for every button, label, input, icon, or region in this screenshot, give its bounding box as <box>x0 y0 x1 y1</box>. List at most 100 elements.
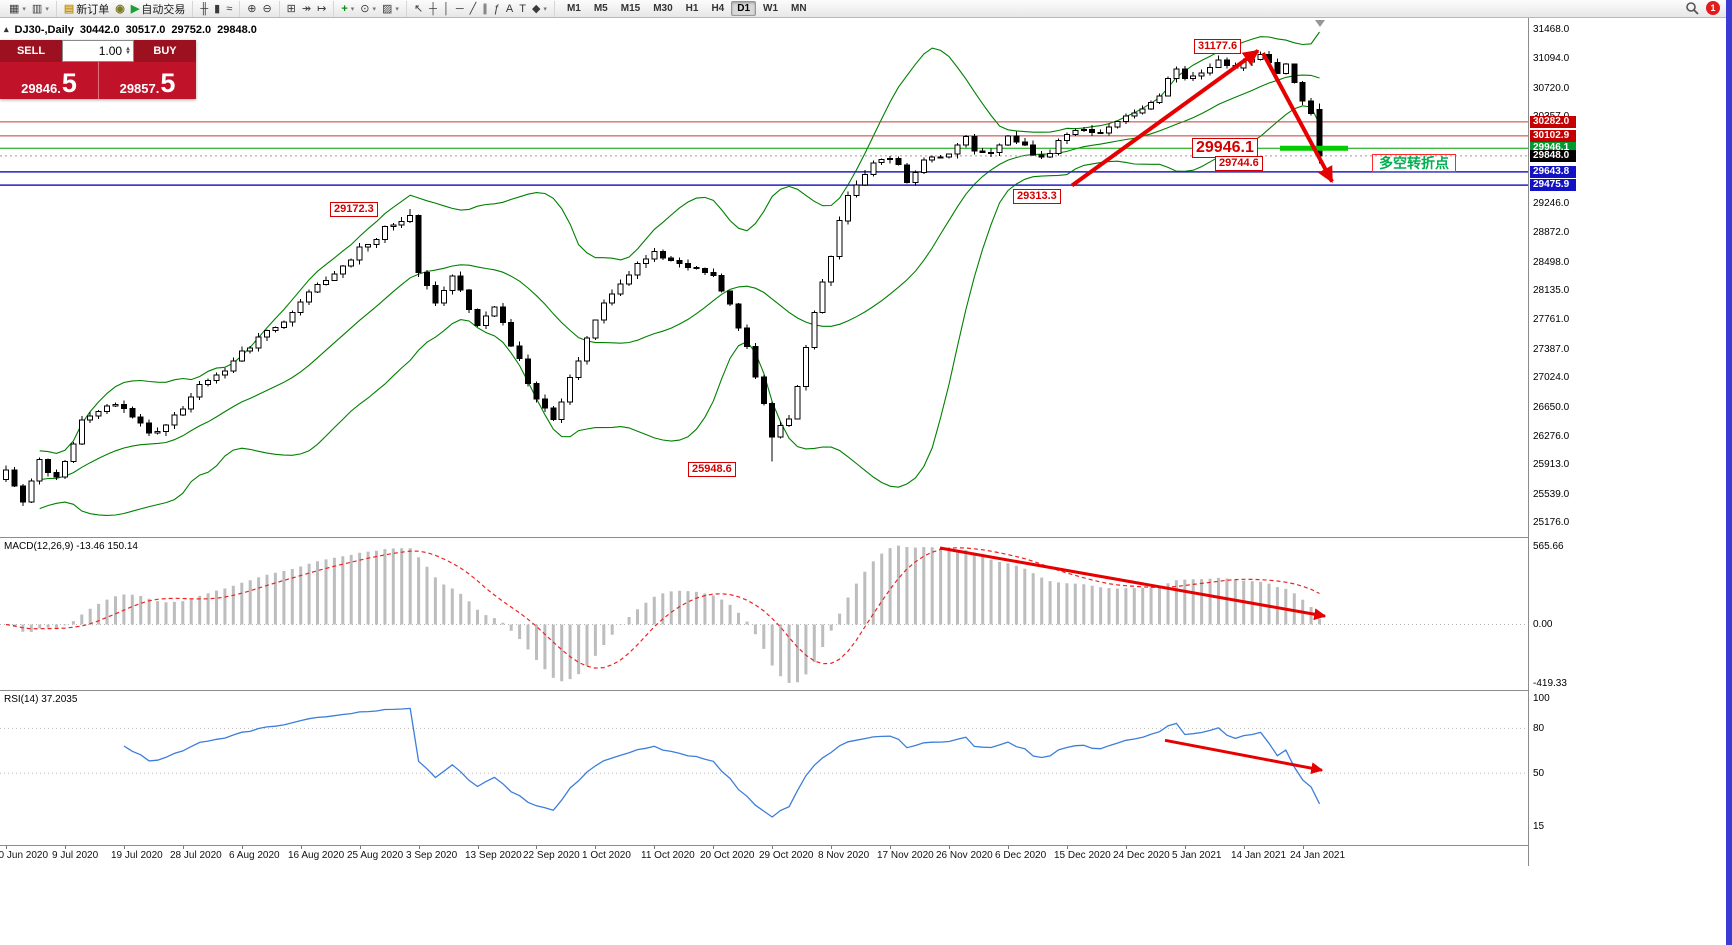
price-annotation-label[interactable]: 29946.1 <box>1192 138 1258 158</box>
shapes-icon[interactable]: ◆ ▾ <box>529 1 550 17</box>
auto-trading-button: ▶ <box>130 2 140 15</box>
tile-windows-icon[interactable]: ⊞ <box>284 1 299 17</box>
date-axis-tick <box>949 846 950 849</box>
horizontal-line-icon: ─ <box>455 2 464 15</box>
volume-value: 1.00 <box>98 44 123 58</box>
date-axis-tick <box>1185 846 1186 849</box>
zoom-out-icon[interactable]: ⊖ <box>259 1 274 17</box>
date-axis-tick <box>242 846 243 849</box>
price-annotation-label[interactable]: 29172.3 <box>330 202 378 217</box>
macd-axis-tick: 565.66 <box>1533 541 1564 552</box>
price-big-digit: 5 <box>160 68 176 99</box>
price-annotation-label[interactable]: 29744.6 <box>1215 156 1263 171</box>
search-icon[interactable] <box>1685 1 1699 15</box>
vertical-line-icon[interactable]: │ <box>440 1 453 17</box>
auto-scroll-icon[interactable]: ↠ <box>299 1 314 17</box>
timeframe-d1[interactable]: D1 <box>731 1 757 16</box>
notification-badge[interactable]: 1 <box>1706 1 1720 15</box>
new-order-button[interactable]: ▤ 新订单 <box>61 1 112 17</box>
main-chart-canvas[interactable] <box>0 18 1528 537</box>
periods-clock-icon[interactable]: ⊙ ▾ <box>357 1 379 17</box>
turning-point-text[interactable]: 多空转折点 <box>1372 154 1456 172</box>
main-chart-panel[interactable]: ▴ DJ30-,Daily 30442.0 30517.0 29752.0 29… <box>0 18 1528 537</box>
alerts-icon[interactable]: ◉ <box>112 1 128 17</box>
volume-spinner[interactable]: ▲ ▼ <box>125 46 131 56</box>
periods-clock-icon: ⊙ <box>360 2 370 15</box>
crosshair-icon[interactable]: ┼ <box>426 1 440 17</box>
rsi-canvas[interactable] <box>0 691 1528 845</box>
auto-trading-button[interactable]: ▶ 自动交易 <box>128 1 188 17</box>
timeframe-mn[interactable]: MN <box>791 3 807 14</box>
cursor-icon: ↖ <box>413 2 424 15</box>
date-axis-tick <box>419 846 420 849</box>
chart-shift-icon[interactable]: ↦ <box>314 1 329 17</box>
sell-price[interactable]: 29846. 5 <box>0 62 98 99</box>
cursor-icon[interactable]: ↖ <box>411 1 426 17</box>
panel-separator[interactable] <box>0 537 1726 538</box>
price-axis-tick: 25176.0 <box>1533 517 1570 528</box>
timeframe-h4[interactable]: H4 <box>711 3 725 14</box>
line-chart-icon[interactable]: ≈ <box>223 1 235 17</box>
buy-button[interactable]: BUY <box>134 40 196 62</box>
date-label: 20 Oct 2020 <box>700 850 755 861</box>
timeframe-w1[interactable]: W1 <box>763 3 779 14</box>
one-click-trading-panel: SELL 1.00 ▲ ▼ BUY 29846. 5 29857. 5 <box>0 40 196 99</box>
buy-price[interactable]: 29857. 5 <box>98 62 196 99</box>
one-click-toggle[interactable]: ▴ <box>4 24 9 34</box>
text-icon[interactable]: A <box>503 1 516 17</box>
price-axis[interactable]: 31468.031094.030720.030357.029983.029609… <box>1528 18 1726 866</box>
dropdown-arrow-icon: ▾ <box>350 5 355 13</box>
fibonacci-icon[interactable]: ƒ <box>491 1 503 17</box>
rsi-axis-tick: 50 <box>1533 768 1545 779</box>
indicators-add-icon[interactable]: + ▾ <box>338 1 357 17</box>
spinner-down-icon[interactable]: ▼ <box>125 50 131 56</box>
chart-profiles-icon[interactable]: ▥ ▾ <box>29 1 52 17</box>
bollinger-lower-band <box>39 105 1320 516</box>
price-annotation-label[interactable]: 25948.6 <box>688 462 736 477</box>
date-label: 15 Dec 2020 <box>1054 850 1111 861</box>
new-chart-icon: ▦ <box>9 2 20 15</box>
rsi-label: RSI(14) 37.2035 <box>4 694 78 705</box>
price-big-digit: 5 <box>61 68 77 99</box>
horizontal-line-icon[interactable]: ─ <box>453 1 467 17</box>
candlestick-chart-icon[interactable]: ▮ <box>211 1 223 17</box>
channel-icon[interactable]: ∥ <box>479 1 491 17</box>
timeframe-m15[interactable]: M15 <box>620 3 641 14</box>
rsi-axis-tick: 15 <box>1533 821 1545 832</box>
templates-icon[interactable]: ▨ ▾ <box>379 1 402 17</box>
ohlc-low: 29752.0 <box>171 24 212 36</box>
panel-separator[interactable] <box>0 690 1726 691</box>
toolbar-group: ↖ ┼ │ ─ ╱ ∥ ƒ A T ◆ ▾ <box>407 0 555 17</box>
timeframe-m5[interactable]: M5 <box>593 3 608 14</box>
price-axis-tick: 28135.0 <box>1533 285 1570 296</box>
date-axis-tick <box>183 846 184 849</box>
timeframe-m1[interactable]: M1 <box>566 3 581 14</box>
trendline-icon[interactable]: ╱ <box>467 1 480 17</box>
trend-arrow-down[interactable] <box>1261 52 1334 184</box>
price-annotation-label[interactable]: 31177.6 <box>1194 39 1242 54</box>
volume-input[interactable]: 1.00 ▲ ▼ <box>62 40 134 62</box>
trend-arrow-up[interactable] <box>1070 49 1260 188</box>
macd-trend-arrow[interactable] <box>939 546 1327 621</box>
timeframe-m30[interactable]: M30 <box>653 3 673 14</box>
rsi-trend-arrow[interactable] <box>1164 738 1324 775</box>
label-icon[interactable]: T <box>516 1 529 17</box>
timeframe-h1[interactable]: H1 <box>685 3 699 14</box>
date-axis-tick <box>478 846 479 849</box>
date-label: 13 Sep 2020 <box>465 850 522 861</box>
date-label: 11 Oct 2020 <box>641 850 695 861</box>
spinner-up-icon[interactable]: ▲ <box>125 46 131 52</box>
new-chart-icon[interactable]: ▦ ▾ <box>6 1 29 17</box>
bar-chart-icon[interactable]: ╫ <box>197 1 211 17</box>
price-annotation-label[interactable]: 29313.3 <box>1013 189 1061 204</box>
channel-icon: ∥ <box>482 2 488 15</box>
macd-panel[interactable]: MACD(12,26,9) -13.46 150.14 <box>0 538 1528 690</box>
zoom-in-icon[interactable]: ⊕ <box>244 1 259 17</box>
rsi-line <box>123 707 1321 818</box>
rsi-panel[interactable]: RSI(14) 37.2035 <box>0 691 1528 845</box>
sell-button[interactable]: SELL <box>0 40 62 62</box>
date-axis-tick <box>1008 846 1009 849</box>
toolbar: ▦ ▾ ▥ ▾ ▤ 新订单 ◉ ▶ 自动交易 ╫ ▮ ≈ ⊕ ⊖ ⊞ ↠ ↦ + ▾ ⊙ ▾ ▨ ▾ ↖ ┼ │ ─ ╱ ∥ ƒ A T ◆ ▾ … <box>0 0 1732 18</box>
macd-canvas[interactable] <box>0 538 1528 690</box>
